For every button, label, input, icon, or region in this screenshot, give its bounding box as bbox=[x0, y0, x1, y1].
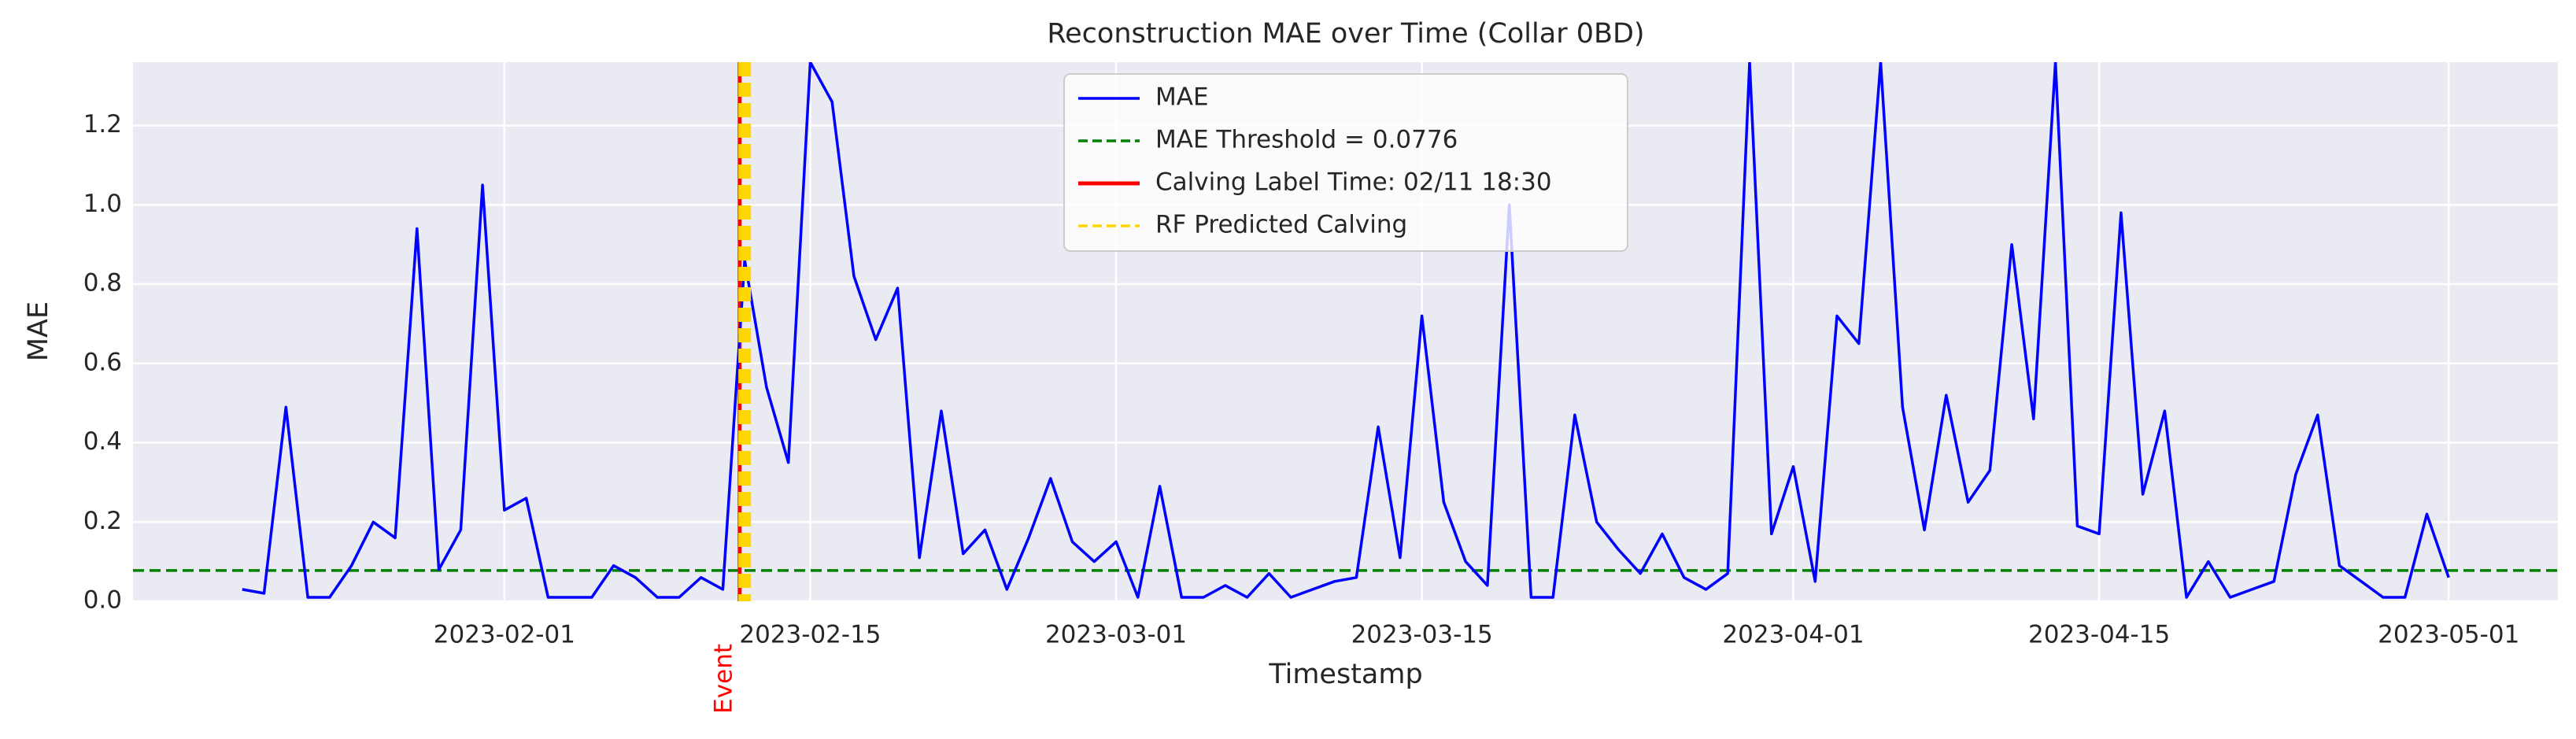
x-tick-label: 2023-02-15 bbox=[739, 621, 881, 649]
x-tick-label: 2023-03-01 bbox=[1045, 621, 1187, 649]
x-tick-label: 2023-02-01 bbox=[434, 621, 575, 649]
y-axis-label: MAE bbox=[23, 301, 54, 361]
legend-label: MAE Threshold = 0.0776 bbox=[1155, 126, 1458, 154]
grid bbox=[133, 62, 2558, 603]
y-tick-label: 1.0 bbox=[83, 190, 122, 218]
y-tick-label: 0.6 bbox=[83, 348, 122, 376]
legend-label: MAE bbox=[1155, 83, 1209, 112]
mae-line bbox=[242, 62, 2450, 599]
y-tick-label: 0.2 bbox=[83, 507, 122, 535]
legend: MAE MAE Threshold = 0.0776 Calving Label T… bbox=[1063, 73, 1628, 252]
event-label: Event bbox=[709, 644, 737, 714]
y-tick-label: 1.2 bbox=[83, 110, 122, 139]
legend-label: RF Predicted Calving bbox=[1155, 211, 1407, 239]
marks bbox=[133, 62, 2558, 601]
y-tick-label: 0.8 bbox=[83, 269, 122, 297]
x-axis-label: Timestamp bbox=[1268, 659, 1422, 690]
x-tick-label: 2023-04-01 bbox=[1722, 621, 1864, 649]
labels: 0.0 0.2 0.4 0.6 1.0 0.8 1.2 2023-02-01 2023-02-1… bbox=[83, 110, 2520, 714]
chart-title: Reconstruction MAE over Time (Collar 0BD… bbox=[1047, 18, 1644, 50]
y-tick-label: 0.0 bbox=[83, 586, 122, 615]
x-tick-label: 2023-05-01 bbox=[2378, 621, 2519, 649]
x-tick-label: 2023-04-15 bbox=[2028, 621, 2170, 649]
x-tick-label: 2023-03-15 bbox=[1351, 621, 1493, 649]
y-tick-label: 0.4 bbox=[83, 427, 122, 456]
legend-box bbox=[1063, 73, 1628, 252]
legend-label: Calving Label Time: 02/11 18:30 bbox=[1155, 168, 1552, 197]
